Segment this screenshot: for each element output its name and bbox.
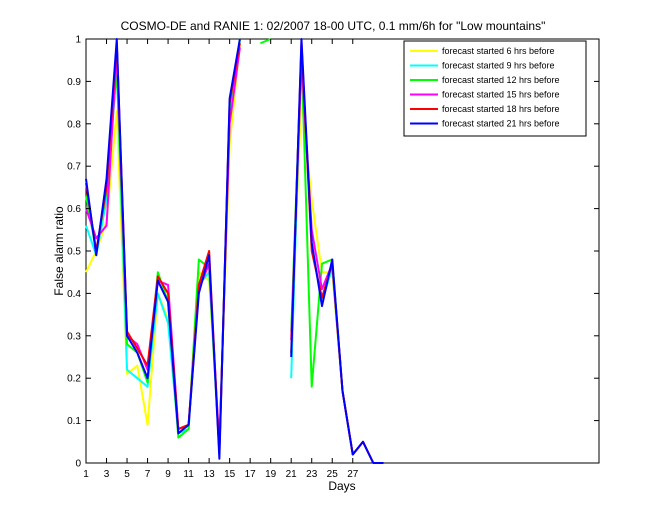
- legend-label: forecast started 15 hrs before: [442, 90, 560, 100]
- x-axis-label: Days: [328, 479, 355, 493]
- series-segment: [260, 38, 272, 45]
- legend-label: forecast started 21 hrs before: [442, 119, 560, 129]
- x-tick-label: 25: [327, 469, 339, 480]
- x-tick-label: 3: [104, 469, 110, 480]
- legend-label: forecast started 6 hrs before: [442, 46, 555, 56]
- y-tick-label: 0.9: [67, 77, 81, 88]
- x-tick-label: 9: [165, 469, 171, 480]
- legend: forecast started 6 hrs before forecast st…: [403, 40, 587, 137]
- y-tick-label: 0.3: [67, 331, 81, 342]
- y-axis-label: False alarm ratio: [52, 206, 66, 296]
- axes-layer: 1 3 5 7 9 11 13 15 17 19 21 23 25 2700.10.20.30.40.50…: [67, 35, 599, 480]
- x-tick-label: 27: [347, 469, 359, 480]
- x-tick-label: 11: [183, 469, 194, 480]
- x-tick-label: 7: [145, 469, 151, 480]
- series-segment: [85, 38, 241, 460]
- legend-label: forecast started 18 hrs before: [442, 104, 560, 114]
- y-tick-label: 0.6: [67, 204, 81, 215]
- chart-title: COSMO-DE and RANIE 1: 02/2007 18-00 UTC,…: [121, 19, 546, 33]
- series-segment: [290, 38, 384, 464]
- y-tick-label: 0.4: [67, 289, 81, 300]
- x-tick-label: 23: [306, 469, 318, 480]
- legend-label: forecast started 9 hrs before: [442, 61, 555, 71]
- y-tick-label: 0.2: [67, 374, 81, 385]
- x-tick-label: 17: [245, 469, 257, 480]
- y-tick-label: 0.7: [67, 162, 81, 173]
- series-line: [85, 38, 384, 464]
- x-tick-label: 5: [124, 469, 130, 480]
- legend-label: forecast started 12 hrs before: [442, 75, 560, 85]
- x-tick-label: 15: [224, 469, 236, 480]
- y-tick-label: 1: [75, 35, 81, 46]
- y-tick-label: 0.8: [67, 119, 81, 130]
- legend-box: [403, 40, 587, 137]
- y-tick-label: 0.1: [67, 416, 81, 427]
- y-tick-label: 0.5: [67, 247, 81, 258]
- x-tick-label: 13: [204, 469, 216, 480]
- x-tick-label: 19: [265, 469, 277, 480]
- x-tick-label: 21: [286, 469, 298, 480]
- series-layer: [85, 38, 384, 464]
- x-tick-label: 1: [83, 469, 89, 480]
- y-tick-label: 0: [75, 459, 81, 470]
